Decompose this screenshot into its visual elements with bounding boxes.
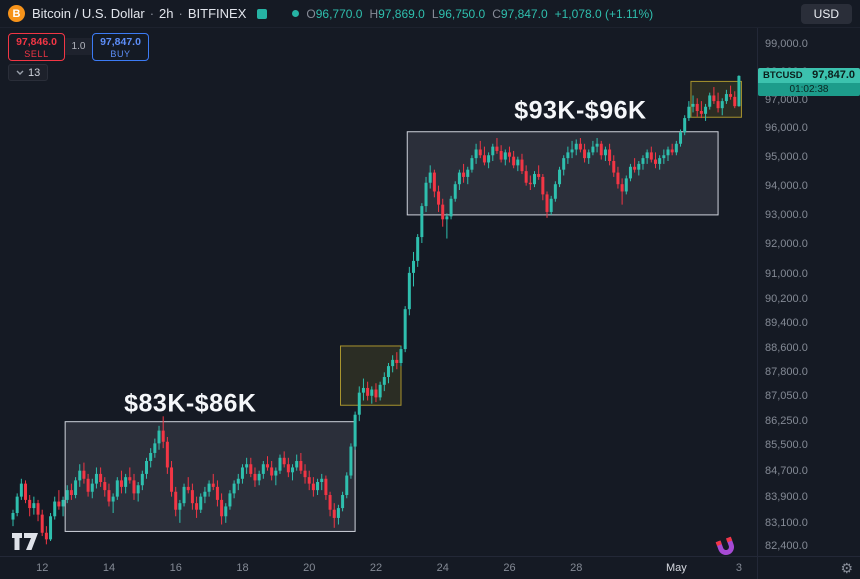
candlestick-chart[interactable] — [0, 0, 757, 556]
time-axis-label[interactable]: 20 — [303, 562, 316, 574]
sell-price: 97,846.0 — [16, 35, 57, 48]
drawings-count-pill[interactable]: 13 — [8, 64, 49, 81]
annotation-93k-96k[interactable]: $93K-$96K — [514, 96, 647, 125]
separator-dot: · — [178, 6, 183, 21]
time-axis-label[interactable]: May — [665, 562, 687, 574]
price-axis-label: 84,700.0 — [765, 464, 808, 477]
chart-header: B Bitcoin / U.S. Dollar · 2h · BITFINEX … — [0, 0, 860, 28]
time-axis-label[interactable]: 26 — [503, 562, 516, 574]
price-axis-label: 89,400.0 — [765, 316, 808, 329]
range-box-83k-86k[interactable] — [64, 421, 356, 532]
high-value: 97,869.0 — [378, 6, 425, 21]
price-axis-label: 88,600.0 — [765, 341, 808, 354]
tradingview-logo[interactable] — [12, 533, 38, 550]
price-axis-label: 85,500.0 — [765, 438, 808, 451]
price-axis-label: 82,400.0 — [765, 540, 808, 552]
badge-price: 97,847.0 — [812, 69, 855, 82]
price-axis-label: 87,050.0 — [765, 389, 808, 402]
low-value: 96,750.0 — [438, 6, 486, 21]
range-box-93k-96k[interactable] — [406, 131, 719, 216]
trade-panel: 97,846.0 SELL 1.0 97,847.0 BUY — [8, 33, 149, 61]
close-value: 97,847.0 — [500, 6, 548, 21]
time-axis-label[interactable]: 18 — [236, 562, 249, 574]
price-axis-label: 95,000.0 — [765, 150, 808, 163]
flag-icon[interactable] — [257, 8, 268, 19]
price-axis-label: 92,000.0 — [765, 238, 808, 251]
currency-usd-button[interactable]: USD — [800, 3, 852, 24]
badge-symbol: BTCUSD — [763, 69, 803, 81]
time-axis-label[interactable]: 22 — [369, 562, 383, 574]
symbol-name[interactable]: Bitcoin / U.S. Dollar — [32, 6, 145, 21]
breakout-box-87k-88k[interactable] — [340, 345, 402, 406]
price-axis-label: 97,000.0 — [765, 93, 808, 106]
time-axis-label[interactable]: 12 — [36, 562, 49, 574]
breakout-box-96k-97k[interactable] — [690, 80, 742, 118]
price-axis-label: 83,900.0 — [765, 490, 808, 503]
price-axis-label: 83,100.0 — [765, 516, 808, 529]
time-axis-label[interactable]: 14 — [102, 562, 116, 574]
bitcoin-icon: B — [8, 5, 25, 22]
price-axis-label: 90,200.0 — [765, 292, 808, 305]
time-axis-label[interactable]: 16 — [169, 562, 182, 574]
current-price-badge: BTCUSD 97,847.0 01:02:38 — [758, 67, 860, 96]
price-axis-label: 87,800.0 — [765, 366, 808, 379]
open-value: 96,770.0 — [315, 6, 363, 21]
spread-value: 1.0 — [65, 38, 92, 55]
ohlc-readout: O96,770.0 H97,869.0 L96,750.0 C97,847.0 … — [306, 6, 654, 21]
time-axis-label[interactable]: 3 — [735, 562, 742, 574]
sell-button[interactable]: 97,846.0 SELL — [8, 33, 65, 61]
change-value: +1,078.0 (+1.11%) — [554, 6, 654, 21]
price-axis-label: 91,000.0 — [765, 268, 808, 281]
symbol-title-row[interactable]: Bitcoin / U.S. Dollar · 2h · BITFINEX — [32, 6, 246, 21]
price-axis-label: 96,000.0 — [765, 122, 808, 135]
annotation-83k-86k[interactable]: $83K-$86K — [124, 389, 257, 418]
buy-button[interactable]: 97,847.0 BUY — [92, 33, 149, 61]
realtime-status-dot-icon — [292, 10, 300, 17]
price-axis-label: 86,250.0 — [765, 415, 808, 428]
time-axis[interactable]: 12 14 16 18 20 22 24 26 28 May 3 — [0, 556, 757, 579]
gear-icon[interactable]: ⚙ — [840, 560, 853, 576]
price-axis[interactable]: 99,000.098,000.097,000.096,000.095,000.0… — [757, 28, 860, 579]
separator-dot: · — [149, 6, 155, 21]
time-axis-label[interactable]: 28 — [570, 562, 583, 574]
price-axis-label: 94,000.0 — [765, 179, 808, 192]
chevron-down-icon — [16, 70, 24, 75]
time-axis-label[interactable]: 24 — [436, 562, 449, 574]
price-axis-label: 93,000.0 — [765, 208, 808, 221]
candlestick-series — [11, 75, 741, 545]
price-axis-label: 99,000.0 — [765, 37, 808, 50]
buy-price: 97,847.0 — [100, 35, 141, 48]
exchange-label[interactable]: BITFINEX — [187, 6, 247, 21]
axis-corner: ⚙ — [758, 556, 860, 579]
magnet-icon[interactable] — [711, 532, 742, 563]
interval-label[interactable]: 2h — [159, 6, 174, 21]
candle-countdown: 01:02:38 — [758, 82, 860, 96]
